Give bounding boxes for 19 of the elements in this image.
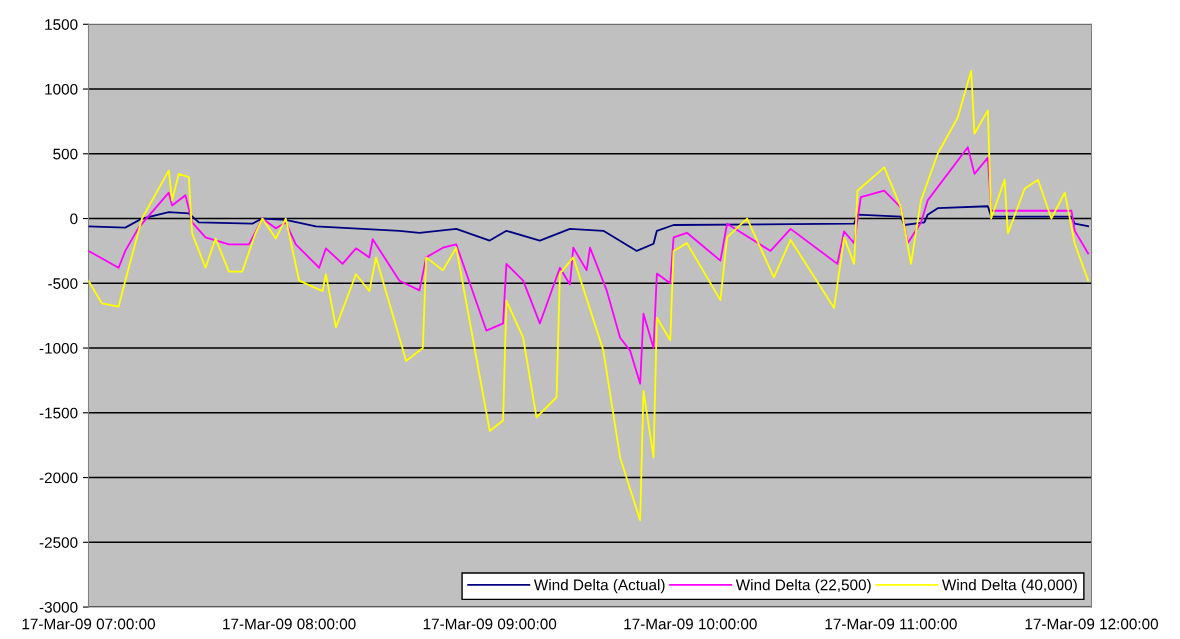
x-tick-label: 17-Mar-09 11:00:00 [825, 618, 957, 630]
y-tick-label: 500 [53, 148, 78, 160]
x-tick-label: 17-Mar-09 09:00:00 [423, 618, 557, 630]
y-tick-label: -1500 [39, 407, 78, 419]
x-tick-label: 17-Mar-09 12:00:00 [1025, 618, 1158, 630]
legend-label: Wind Delta (40,000) [941, 579, 1077, 594]
y-tick-label: -1000 [39, 342, 78, 354]
legend-label: Wind Delta (Actual) [533, 579, 665, 594]
y-tick-label: -2500 [39, 537, 78, 548]
legend-label: Wind Delta (22,500) [735, 579, 871, 594]
x-tick-label: 17-Mar-09 10:00:00 [624, 618, 757, 630]
y-tick-label: 0 [70, 213, 78, 225]
y-tick-label: -3000 [39, 601, 78, 613]
y-tick-label: -500 [48, 278, 78, 289]
x-tick-label: 17-Mar-09 07:00:00 [22, 618, 155, 630]
y-tick-label: -2000 [39, 472, 78, 484]
x-tick-label: 17-Mar-09 08:00:00 [223, 618, 356, 630]
y-tick-label: 1500 [45, 19, 78, 30]
y-tick-label: 1000 [45, 83, 78, 95]
